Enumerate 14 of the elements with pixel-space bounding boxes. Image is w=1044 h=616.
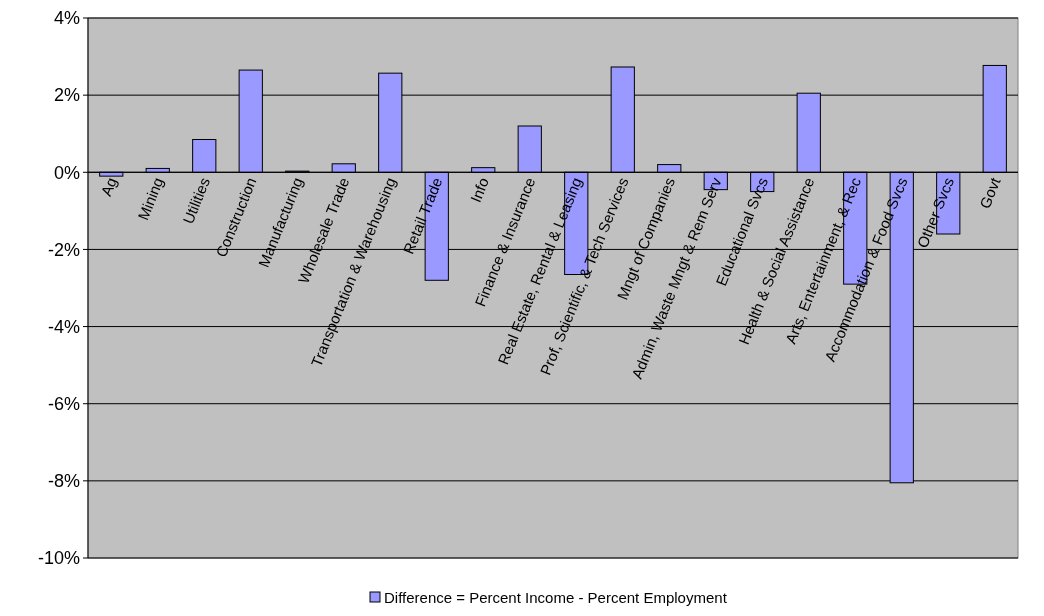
y-tick-label: -2% xyxy=(47,239,80,260)
y-tick-label: -8% xyxy=(47,471,80,492)
y-tick-label: -10% xyxy=(37,548,80,569)
y-tick-label: 4% xyxy=(53,8,80,29)
y-tick-label: -4% xyxy=(47,316,80,337)
x-tick-label: Govt xyxy=(975,174,1004,211)
x-tick-label: Other Svcs xyxy=(913,175,958,251)
x-tick-label: Retail Trade xyxy=(399,175,446,257)
x-tick-label: Ag xyxy=(97,175,121,199)
y-tick-label: 2% xyxy=(53,85,80,106)
y-tick-label: 0% xyxy=(53,162,80,183)
legend-label: Difference = Percent Income - Percent Employment xyxy=(384,589,728,607)
y-tick-label: -6% xyxy=(47,394,80,415)
x-tick-label: Info xyxy=(466,175,493,205)
